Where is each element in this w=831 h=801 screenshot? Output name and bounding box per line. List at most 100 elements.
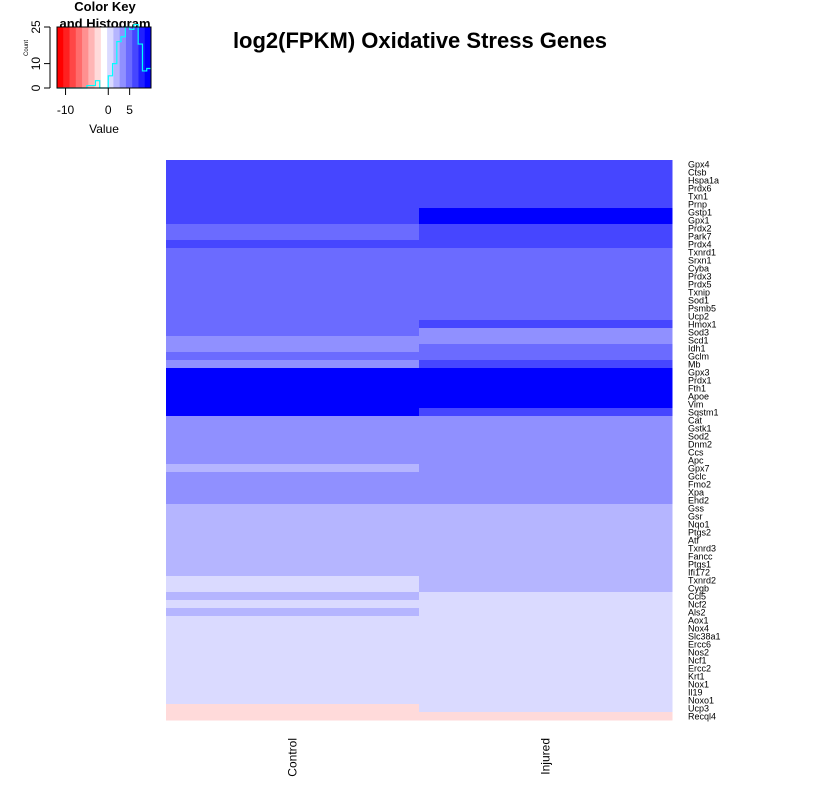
heatmap-row-label: Psmb5 [688,304,716,314]
heatmap-cell [419,232,673,241]
heatmap-cell [419,488,673,497]
heatmap-cell [166,584,420,593]
heatmap-cell [419,168,673,177]
heatmap-cell [166,592,420,601]
color-key-y-tick-label: 0 [29,84,43,91]
heatmap-cell [166,552,420,561]
heatmap-row-label: Ehd2 [688,496,709,506]
heatmap-cell [419,320,673,329]
heatmap-cell [419,384,673,393]
heatmap-cell [419,464,673,473]
heatmap-row-label: Gclm [688,352,709,362]
heatmap-row-label: Cygb [688,584,709,594]
heatmap-cell [166,424,420,433]
heatmap-cell [419,536,673,545]
heatmap-row-label: Fmo2 [688,480,711,490]
heatmap-cell [419,296,673,305]
heatmap-cell [419,376,673,385]
heatmap-row-label: Park7 [688,232,712,242]
heatmap-cell [166,392,420,401]
heatmap-cell [166,616,420,625]
heatmap-row-label: Ercc6 [688,640,711,650]
heatmap-cell [166,320,420,329]
color-key-band [57,27,64,88]
heatmap-cell [166,504,420,513]
color-key-bands [57,27,152,88]
heatmap-cell [419,600,673,609]
heatmap-cell [419,640,673,649]
heatmap-cell [419,192,673,201]
heatmap-cell [419,552,673,561]
heatmap-cell [419,584,673,593]
heatmap-row-label: Gpx7 [688,464,710,474]
color-key-x-tick-label: 0 [105,103,112,117]
heatmap-row-label: Fancc [688,552,713,562]
heatmap-row-label: Ctsb [688,168,707,178]
heatmap-cell [419,592,673,601]
heatmap-cell [166,464,420,473]
heatmap-row-label: Gpx3 [688,368,710,378]
heatmap-row-label: Sod2 [688,432,709,442]
heatmap-cell [419,432,673,441]
heatmap-cell [419,504,673,513]
color-key-band [144,27,152,88]
heatmap-row-label: Ucp2 [688,312,709,322]
heatmap-cell [166,360,420,369]
heatmap-row-label: Als2 [688,608,706,618]
heatmap-cell [419,400,673,409]
heatmap-cell [166,232,420,241]
heatmap-cell [419,224,673,233]
heatmap-cell [419,304,673,313]
heatmap-cell [419,512,673,521]
color-key-y-tick-label: 10 [29,57,43,71]
color-key-band [100,27,108,88]
heatmap-cell [166,696,420,705]
heatmap-row-label: Nqo1 [688,520,710,530]
heatmap-cell [166,472,420,481]
heatmap-row-label: Prdx5 [688,280,712,290]
heatmap-row-label: Gpx4 [688,160,710,170]
heatmap-cells [166,160,673,721]
heatmap-cell [166,200,420,209]
heatmap-cell [166,648,420,657]
heatmap-cell [166,456,420,465]
heatmap-cell [419,280,673,289]
heatmap-row-label: Hmox1 [688,320,717,330]
heatmap-cell [419,336,673,345]
heatmap-cell [419,352,673,361]
heatmap-row-label: Ncf2 [688,600,707,610]
heatmap-row-label: Prdx2 [688,224,712,234]
heatmap-row-label: Gstp1 [688,208,712,218]
color-key-band [119,27,127,88]
heatmap-cell [419,200,673,209]
heatmap-cell [419,696,673,705]
heatmap-cell [166,480,420,489]
heatmap-cell [166,560,420,569]
heatmap-cell [166,184,420,193]
color-key-band [75,27,83,88]
heatmap-row-label: Ercc2 [688,664,711,674]
color-key-band [132,27,139,88]
heatmap-row-label: Krt1 [688,672,705,682]
heatmap-cell [419,544,673,553]
heatmap-cell [166,384,420,393]
heatmap-cell [166,224,420,233]
heatmap-cell [419,664,673,673]
heatmap-cell [166,328,420,337]
heatmap-cell [166,400,420,409]
heatmap-row-label: Gclc [688,472,707,482]
heatmap-cell [419,632,673,641]
color-key-title-line-1: Color Key [74,0,136,14]
heatmap-row-label: Ccs [688,448,704,458]
heatmap-row-label: Nox4 [688,624,709,634]
heatmap-cell [419,624,673,633]
heatmap-cell [166,352,420,361]
color-key-band [125,27,133,88]
heatmap-cell [419,704,673,713]
heatmap-cell [419,448,673,457]
heatmap-cell [419,496,673,505]
heatmap-cell [166,176,420,185]
heatmap-row-label: Txnrd2 [688,576,716,586]
heatmap-cell [419,312,673,321]
